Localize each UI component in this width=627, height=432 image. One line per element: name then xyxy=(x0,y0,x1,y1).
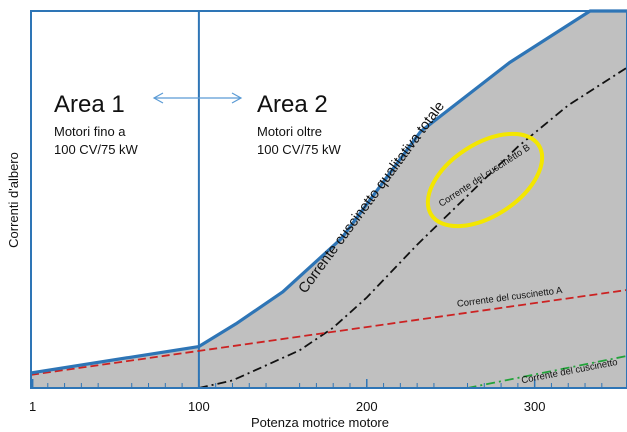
x-tick-label: 300 xyxy=(524,399,546,414)
series-line-3 xyxy=(467,355,627,389)
x-tick-label: 1 xyxy=(29,399,36,414)
arrow-head-left xyxy=(152,92,164,104)
area-1-title: Area 1 xyxy=(54,91,125,118)
area-2-title: Area 2 xyxy=(257,91,328,118)
x-tick-label: 200 xyxy=(356,399,378,414)
y-axis-label: Correnti d'albero xyxy=(6,152,21,248)
area-1-line2: 100 CV/75 kW xyxy=(54,142,139,157)
arrow-head-right xyxy=(231,92,243,104)
plot-frame xyxy=(30,10,627,389)
x-axis-label: Potenza motrice motore xyxy=(251,415,389,430)
series-line-2 xyxy=(30,289,627,376)
area-2-line1: Motori oltre xyxy=(257,124,322,139)
x-tick-label: 100 xyxy=(188,399,210,414)
highlight-ellipse xyxy=(425,131,545,229)
series-line-1 xyxy=(198,66,627,389)
area-1-line1: Motori fino a xyxy=(54,124,126,139)
total-current-line xyxy=(30,9,627,375)
area-2-line2: 100 CV/75 kW xyxy=(257,142,342,157)
total-current-area xyxy=(31,11,627,388)
